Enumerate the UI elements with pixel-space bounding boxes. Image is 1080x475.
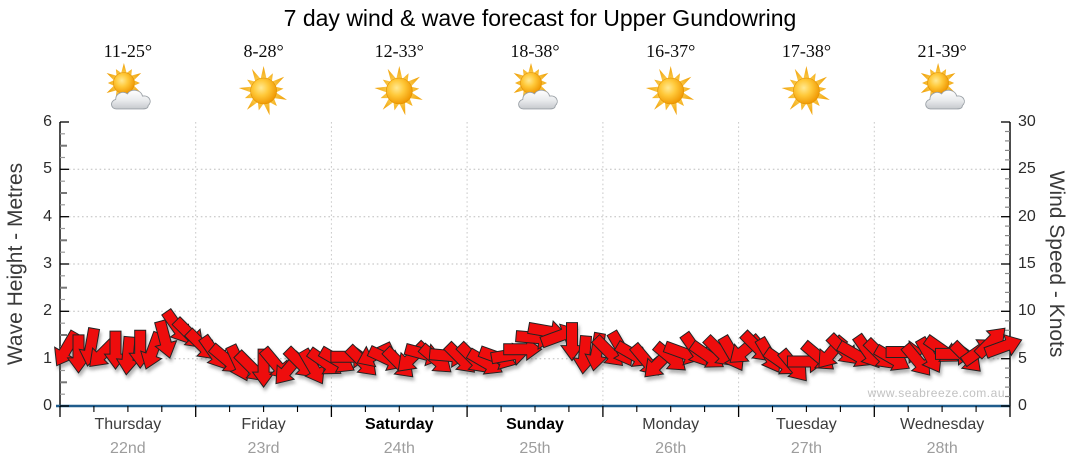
- day-name-label: Monday: [642, 416, 700, 433]
- sun-icon: [645, 66, 695, 116]
- day-name-label: Saturday: [365, 416, 434, 433]
- right-axis-tick-label: 20: [1018, 207, 1036, 225]
- temperature-range-label: 18-38°: [510, 41, 560, 61]
- temperature-range-label: 8-28°: [243, 41, 284, 61]
- temperature-range-label: 16-37°: [646, 41, 696, 61]
- day-date-label: 24th: [383, 440, 415, 457]
- day-name-label: Thursday: [94, 416, 162, 433]
- left-axis-tick-label: 0: [43, 397, 52, 414]
- wind-arrows: [54, 307, 1023, 388]
- sun-cloud-icon: [920, 63, 965, 110]
- wind-arrow: [140, 330, 165, 370]
- wind-arrow: [973, 327, 1006, 360]
- day-date-label: 23rd: [247, 440, 280, 457]
- watermark: www.seabreeze.com.au: [867, 386, 1005, 400]
- temperature-range-label: 12-33°: [374, 41, 424, 61]
- left-axis-tick-label: 6: [43, 113, 52, 130]
- sun-cloud-icon: [513, 63, 558, 110]
- day-name-label: Tuesday: [776, 416, 837, 433]
- wind-arrow: [560, 322, 584, 362]
- day-date-label: 25th: [519, 440, 551, 457]
- wind-arrow: [900, 341, 931, 376]
- sun-icon: [374, 66, 423, 116]
- day-name-label: Wednesday: [900, 416, 985, 433]
- wind-arrow: [983, 333, 1023, 359]
- left-axis-tick-label: 1: [43, 349, 52, 367]
- wind-arrow: [297, 347, 326, 385]
- right-axis-tick-label: 5: [1018, 349, 1027, 367]
- sun-icon: [238, 66, 287, 116]
- temperature-range-label: 17-38°: [781, 41, 832, 61]
- day-date-label: 27th: [790, 440, 822, 457]
- temperature-range-label: 21-39°: [917, 41, 967, 61]
- chart-title: 7 day wind & wave forecast for Upper Gun…: [283, 5, 797, 31]
- day-date-label: 26th: [655, 440, 687, 457]
- right-axis-tick-label: 15: [1018, 255, 1036, 272]
- right-axis-tick-label: 25: [1018, 160, 1036, 178]
- day-name-label: Friday: [241, 416, 286, 433]
- right-axis-tick-label: 0: [1018, 397, 1027, 414]
- left-axis-tick-label: 4: [43, 207, 52, 225]
- left-axis-tick-label: 2: [43, 302, 52, 320]
- day-date-label: 22nd: [110, 440, 146, 457]
- temperature-range-label: 11-25°: [103, 41, 153, 61]
- right-axis-tick-label: 10: [1018, 302, 1036, 320]
- left-axis-tick-label: 5: [43, 160, 52, 178]
- day-date-label: 28th: [926, 440, 958, 457]
- left-axis-tick-label: 3: [43, 255, 52, 272]
- sun-cloud-icon: [106, 63, 151, 110]
- sun-icon: [781, 66, 830, 116]
- wind-arrow: [154, 319, 178, 359]
- day-name-label: Sunday: [506, 416, 564, 433]
- right-axis-tick-label: 30: [1018, 113, 1036, 130]
